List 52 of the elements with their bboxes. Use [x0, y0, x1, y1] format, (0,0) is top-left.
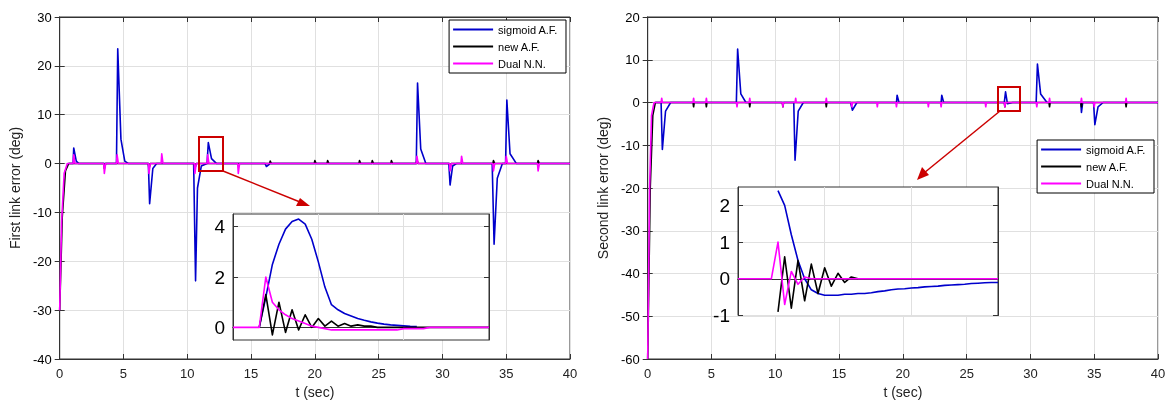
y-tick-label: 0 — [44, 156, 52, 172]
x-tick-label: 15 — [243, 366, 259, 381]
x-tick-label: 0 — [644, 366, 652, 381]
y-tick-label: 10 — [625, 52, 640, 68]
legend-label: sigmoid A.F. — [1086, 143, 1146, 156]
y-tick-label: -50 — [620, 308, 640, 324]
y-tick-label: 0 — [214, 316, 225, 338]
x-tick-label: 40 — [562, 366, 578, 381]
x-tick-label: 40 — [1150, 366, 1166, 381]
x-tick-label: 25 — [959, 366, 974, 381]
y-tick-label: -30 — [620, 223, 640, 239]
x-tick-label: 15 — [831, 366, 847, 381]
y-tick-label: -10 — [32, 204, 52, 220]
y-tick-label: 0 — [632, 95, 640, 110]
y-tick-label: 0 — [719, 268, 730, 290]
y-axis-title: Second link error (deg) — [595, 116, 611, 260]
y-tick-label: 30 — [37, 9, 52, 25]
legend-label: new A.F. — [498, 40, 540, 53]
y-tick-label: -40 — [620, 266, 640, 281]
x-tick-label: 0 — [56, 366, 64, 381]
x-tick-label: 10 — [180, 366, 195, 381]
legend-label: Dual N.N. — [1086, 177, 1134, 190]
x-tick-label: 10 — [768, 366, 783, 381]
legend-label: sigmoid A.F. — [498, 23, 558, 36]
x-tick-label: 30 — [1023, 366, 1038, 381]
y-tick-label: -30 — [32, 302, 52, 318]
y-tick-label: 1 — [719, 231, 730, 253]
y-tick-label: 20 — [37, 58, 52, 74]
x-tick-label: 35 — [498, 366, 514, 381]
y-tick-label: 20 — [625, 9, 640, 25]
x-tick-label: 5 — [707, 366, 716, 381]
x-tick-label: 35 — [1086, 366, 1102, 381]
x-axis-title: t (sec) — [883, 384, 923, 400]
y-axis-title: First link error (deg) — [7, 126, 23, 250]
y-tick-label: 4 — [214, 216, 226, 238]
y-tick-label: 2 — [719, 194, 730, 216]
legend-label: Dual N.N. — [498, 57, 546, 70]
legend-label: new A.F. — [1086, 160, 1128, 173]
y-tick-label: -1 — [713, 305, 730, 326]
y-tick-label: 2 — [214, 266, 225, 288]
y-tick-label: -20 — [32, 253, 52, 269]
x-tick-label: 20 — [895, 366, 911, 381]
x-tick-label: 20 — [307, 366, 323, 381]
y-tick-label: 10 — [37, 107, 52, 123]
y-tick-label: -20 — [620, 180, 640, 196]
y-tick-label: -40 — [32, 351, 52, 367]
x-tick-label: 5 — [119, 366, 128, 381]
x-axis-title: t (sec) — [295, 384, 335, 400]
x-tick-label: 25 — [371, 366, 386, 381]
y-tick-label: -60 — [620, 351, 640, 367]
y-tick-label: -10 — [620, 137, 640, 153]
x-tick-label: 30 — [435, 366, 450, 381]
